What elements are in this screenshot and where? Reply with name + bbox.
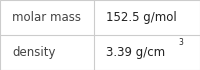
Text: molar mass: molar mass [12,11,81,24]
Text: 3: 3 [178,38,183,47]
Text: density: density [12,46,56,59]
Text: 3.39 g/cm: 3.39 g/cm [106,46,165,59]
Text: 152.5 g/mol: 152.5 g/mol [106,11,177,24]
Text: 3.39 g/cm: 3.39 g/cm [0,69,1,70]
